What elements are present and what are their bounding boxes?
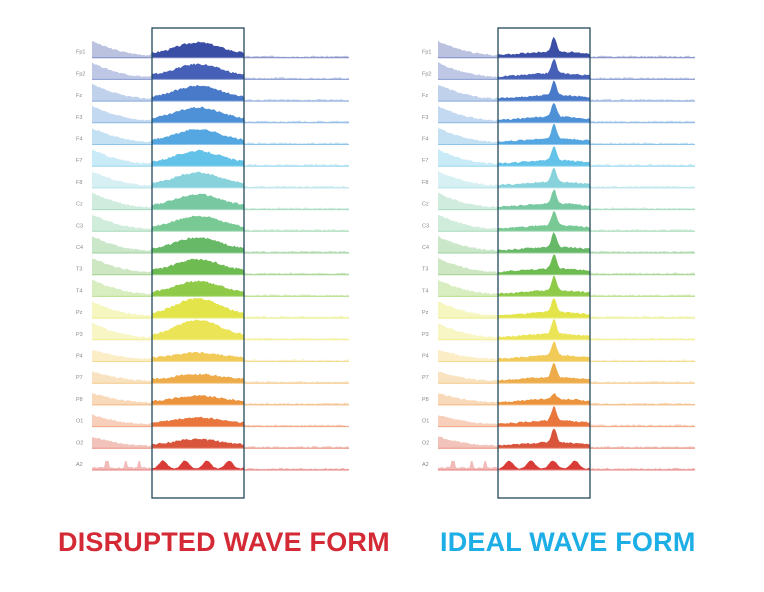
- channel-label-f8: F8: [76, 180, 82, 186]
- channel-label-cz: Cz: [422, 202, 429, 208]
- waveform-pz: [92, 297, 349, 319]
- waveform-c4: [438, 232, 695, 254]
- channel-label-t4: T4: [422, 288, 428, 294]
- channel-label-f7: F7: [422, 158, 428, 164]
- channel-label-o2: O2: [76, 440, 83, 446]
- channel-label-a2: A2: [76, 462, 83, 468]
- channel-label-f8: F8: [422, 180, 428, 186]
- waveform-c3: [438, 211, 695, 232]
- waveform-p7: [92, 371, 349, 384]
- waveform-p4: [438, 341, 695, 362]
- waveform-a2: [92, 460, 349, 471]
- waveform-t3: [92, 258, 349, 276]
- channel-label-p8: P8: [76, 397, 83, 403]
- ideal-wave-form-caption: IDEAL WAVE FORM: [440, 527, 696, 557]
- channel-label-t4: T4: [76, 288, 82, 294]
- waveform-p4: [92, 350, 349, 362]
- channel-label-fz: Fz: [76, 93, 82, 99]
- channel-label-c4: C4: [422, 245, 429, 251]
- ideal-waveform-plot: Fp1 Fp2 Fz F3 F4 F7 F8 Cz C3 C4 T3 T4 Pz P3 P4 P7 P8 O1 O2…: [422, 27, 695, 499]
- waveform-fp1: [438, 36, 695, 59]
- channel-label-c3: C3: [76, 223, 83, 229]
- waveform-o1: [438, 406, 695, 428]
- analysis-window-frame: [151, 27, 245, 499]
- disrupted-waveform-plot: Fp1 Fp2 Fz F3 F4 F7 F8 Cz C3 C4 T3 T4 Pz P3 P4 P7 P8 O1 O2…: [76, 27, 349, 499]
- waveform-pz: [438, 298, 695, 319]
- channel-label-f4: F4: [76, 137, 82, 143]
- waveform-c4: [92, 236, 349, 254]
- waveform-f4: [438, 123, 695, 145]
- waveform-fp1: [92, 41, 349, 59]
- channel-label-f3: F3: [76, 115, 82, 121]
- channel-label-o1: O1: [76, 419, 83, 425]
- waveform-fz: [438, 80, 695, 102]
- channel-label-p8: P8: [422, 397, 429, 403]
- channel-label-fp2: Fp2: [76, 71, 85, 77]
- ideal-waveform-panel: Fp1 Fp2 Fz F3 F4 F7 F8 Cz C3 C4 T3 T4 Pz P3 P4 P7 P8 O1 O2…: [420, 27, 696, 499]
- waveform-f3: [438, 103, 695, 124]
- waveform-fp2: [438, 59, 695, 80]
- disrupted-wave-form-caption: DISRUPTED WAVE FORM: [58, 527, 390, 557]
- waveform-p3: [92, 319, 349, 341]
- waveform-cz: [92, 192, 349, 211]
- channel-label-o1: O1: [422, 419, 429, 425]
- channel-label-fp2: Fp2: [422, 71, 431, 77]
- channel-label-a2: A2: [422, 462, 429, 468]
- waveform-f7: [438, 146, 695, 167]
- channel-label-pz: Pz: [76, 310, 83, 316]
- waveform-p7: [438, 362, 695, 384]
- waveform-f4: [92, 128, 349, 145]
- waveform-t4: [438, 275, 695, 297]
- waveform-t3: [438, 254, 695, 276]
- channel-label-fp1: Fp1: [422, 50, 431, 56]
- channel-label-p7: P7: [422, 375, 429, 381]
- channel-label-c4: C4: [76, 245, 83, 251]
- channel-label-p4: P4: [422, 354, 429, 360]
- waveform-f3: [92, 105, 349, 124]
- channel-label-pz: Pz: [422, 310, 429, 316]
- channel-label-f4: F4: [422, 137, 428, 143]
- channel-label-c3: C3: [422, 223, 429, 229]
- waveform-c3: [92, 214, 349, 232]
- waveform-o2: [438, 428, 695, 449]
- channel-label-p3: P3: [76, 332, 83, 338]
- channel-label-cz: Cz: [76, 202, 83, 208]
- channel-label-f3: F3: [422, 115, 428, 121]
- waveform-t4: [92, 279, 349, 297]
- disrupted-waveform-panel: Fp1 Fp2 Fz F3 F4 F7 F8 Cz C3 C4 T3 T4 Pz P3 P4 P7 P8 O1 O2…: [74, 27, 350, 499]
- channel-label-t3: T3: [76, 267, 82, 273]
- waveform-o2: [92, 437, 349, 449]
- waveform-fz: [92, 84, 349, 102]
- waveform-p3: [438, 319, 695, 341]
- waveform-p8: [92, 393, 349, 406]
- channel-label-p3: P3: [422, 332, 429, 338]
- channel-label-f7: F7: [76, 158, 82, 164]
- waveform-f8: [92, 171, 349, 189]
- channel-label-t3: T3: [422, 267, 428, 273]
- waveform-cz: [438, 189, 695, 211]
- waveform-p8: [438, 393, 695, 406]
- waveform-a2: [438, 460, 695, 471]
- waveform-o1: [92, 414, 349, 428]
- channel-label-p4: P4: [76, 354, 83, 360]
- channel-label-o2: O2: [422, 440, 429, 446]
- waveform-fp2: [92, 62, 349, 80]
- channel-label-fp1: Fp1: [76, 50, 85, 56]
- channel-label-p7: P7: [76, 375, 83, 381]
- waveform-f7: [92, 149, 349, 167]
- channel-label-fz: Fz: [422, 93, 428, 99]
- waveform-f8: [438, 167, 695, 189]
- analysis-window-frame: [497, 27, 591, 499]
